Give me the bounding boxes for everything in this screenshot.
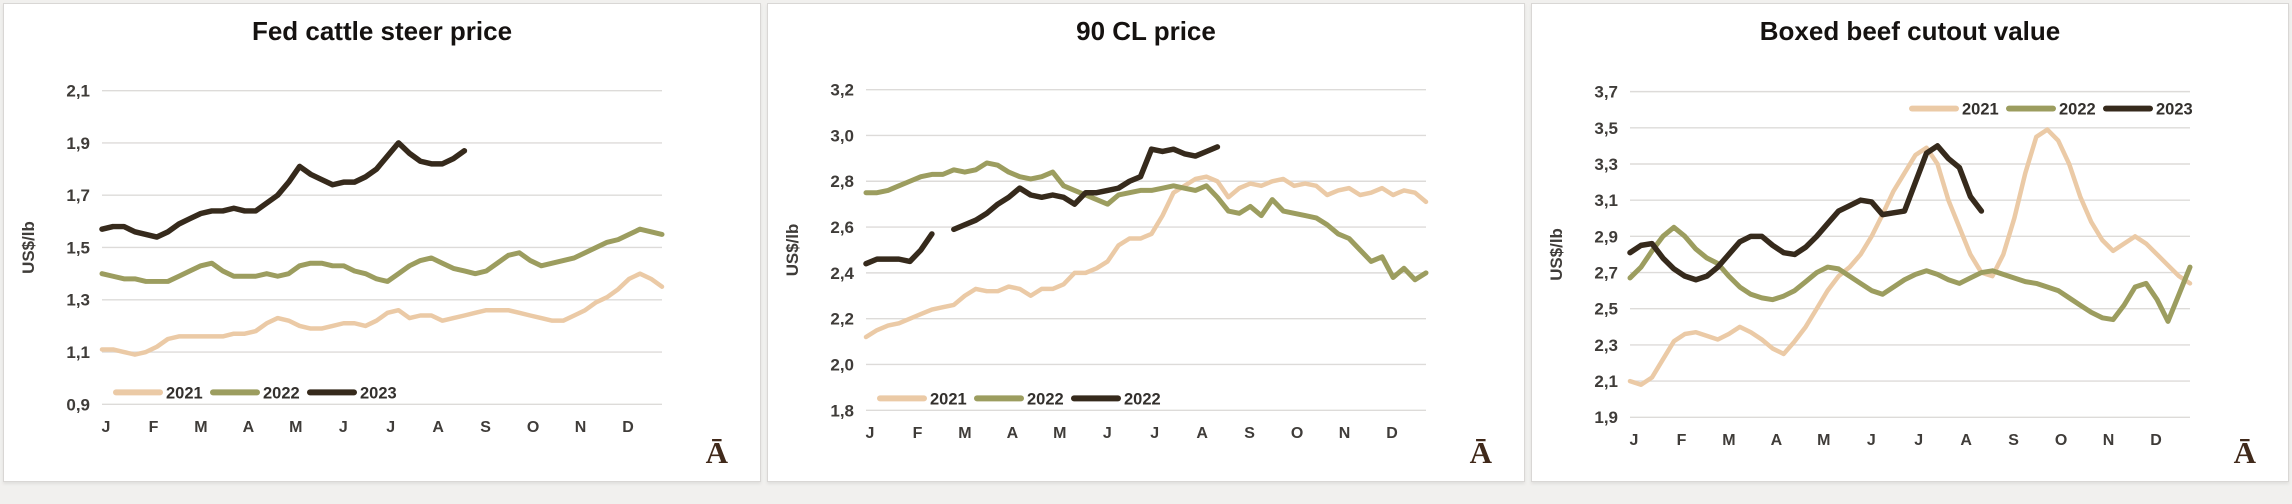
svg-text:N: N — [1339, 425, 1351, 442]
svg-text:J: J — [386, 419, 395, 436]
svg-text:3,3: 3,3 — [1594, 155, 1618, 174]
svg-text:3,2: 3,2 — [830, 81, 854, 100]
svg-text:J: J — [1103, 425, 1112, 442]
svg-text:1,5: 1,5 — [66, 238, 90, 257]
svg-text:M: M — [1722, 432, 1735, 449]
svg-text:3,1: 3,1 — [1594, 191, 1618, 210]
svg-text:M: M — [289, 419, 302, 436]
svg-text:2,4: 2,4 — [830, 264, 854, 283]
svg-text:2023: 2023 — [2156, 101, 2193, 119]
svg-text:M: M — [194, 419, 207, 436]
svg-text:J: J — [866, 425, 875, 442]
svg-text:D: D — [622, 419, 634, 436]
svg-text:N: N — [575, 419, 587, 436]
svg-text:US$/lb: US$/lb — [1547, 228, 1566, 281]
svg-text:1,9: 1,9 — [1594, 408, 1618, 427]
svg-text:S: S — [2008, 432, 2019, 449]
chart-title: Fed cattle steer price — [251, 16, 513, 46]
svg-text:1,1: 1,1 — [66, 343, 90, 362]
svg-text:J: J — [1867, 432, 1876, 449]
svg-text:2021: 2021 — [930, 390, 967, 408]
svg-text:F: F — [913, 425, 923, 442]
boxed-beef-cutout-value-chart-canvas: 3,7 3,5 3,3 3,1 2,9 2,7 2,5 2,3 2,1 1,9 US$/lb J F M A… — [1547, 83, 2193, 450]
svg-text:2,1: 2,1 — [66, 82, 90, 101]
svg-text:2021: 2021 — [166, 384, 203, 402]
svg-text:1,9: 1,9 — [66, 134, 90, 153]
chart-panel-fed-cattle-steer-price: Fed cattle steer price 2,1 1,9 1,7 1,5 1,3 1,… — [3, 3, 761, 482]
svg-text:J: J — [339, 419, 348, 436]
svg-text:1,8: 1,8 — [830, 401, 854, 420]
svg-text:F: F — [149, 419, 159, 436]
svg-text:J: J — [1630, 432, 1639, 449]
corner-a-macron-glyph: Ā — [1469, 435, 1492, 470]
svg-text:J: J — [1150, 425, 1159, 442]
svg-text:A: A — [1771, 432, 1783, 449]
svg-text:F: F — [1677, 432, 1687, 449]
corner-a-macron-glyph: Ā — [2233, 435, 2256, 470]
svg-text:A: A — [1960, 432, 1972, 449]
svg-text:M: M — [1817, 432, 1830, 449]
svg-text:A: A — [1007, 425, 1019, 442]
svg-text:2,2: 2,2 — [830, 310, 854, 329]
svg-text:N: N — [2103, 432, 2115, 449]
svg-text:2,7: 2,7 — [1594, 264, 1618, 283]
chart-title: Boxed beef cutout value — [1759, 16, 2061, 46]
chart-panel-boxed-beef-cutout-value: Boxed beef cutout value 3,7 3,5 3,3 3,1 2,9 2… — [1531, 3, 2289, 482]
svg-text:3,7: 3,7 — [1594, 83, 1618, 102]
svg-text:2022: 2022 — [263, 384, 300, 402]
svg-text:2,3: 2,3 — [1594, 336, 1618, 355]
svg-text:2022: 2022 — [1124, 390, 1161, 408]
svg-text:J: J — [1914, 432, 1923, 449]
svg-text:1,3: 1,3 — [66, 291, 90, 310]
fed-cattle-steer-price-chart-canvas: 2,1 1,9 1,7 1,5 1,3 1,1 0,9 US$/lb J F M A M J J A S O N D 2… — [19, 82, 665, 436]
svg-text:O: O — [527, 419, 539, 436]
svg-text:2022: 2022 — [2059, 101, 2096, 119]
svg-text:2,8: 2,8 — [830, 172, 854, 191]
svg-text:A: A — [1196, 425, 1208, 442]
svg-text:D: D — [1386, 425, 1398, 442]
svg-text:O: O — [1291, 425, 1303, 442]
svg-text:S: S — [480, 419, 491, 436]
svg-text:O: O — [2055, 432, 2067, 449]
svg-text:M: M — [1053, 425, 1066, 442]
svg-text:2,5: 2,5 — [1594, 300, 1618, 319]
svg-text:2023: 2023 — [360, 384, 397, 402]
svg-text:M: M — [958, 425, 971, 442]
svg-text:S: S — [1244, 425, 1255, 442]
svg-text:D: D — [2150, 432, 2162, 449]
svg-text:1,7: 1,7 — [66, 186, 90, 205]
svg-text:2,6: 2,6 — [830, 218, 854, 237]
svg-text:2,1: 2,1 — [1594, 372, 1618, 391]
svg-text:0,9: 0,9 — [66, 395, 90, 414]
svg-text:A: A — [432, 419, 444, 436]
svg-text:A: A — [243, 419, 255, 436]
svg-text:2,9: 2,9 — [1594, 227, 1618, 246]
svg-text:US$/lb: US$/lb — [19, 221, 38, 274]
svg-text:3,0: 3,0 — [830, 126, 854, 145]
svg-text:3,5: 3,5 — [1594, 119, 1618, 138]
svg-text:2021: 2021 — [1962, 101, 1999, 119]
90-cl-price-chart-canvas: 3,2 3,0 2,8 2,6 2,4 2,2 2,0 1,8 US$/lb J F M A M J J A S O… — [783, 81, 1429, 442]
svg-text:J: J — [102, 419, 111, 436]
corner-a-macron-glyph: Ā — [705, 435, 728, 470]
svg-text:2022: 2022 — [1027, 390, 1064, 408]
svg-text:2,0: 2,0 — [830, 355, 854, 374]
chart-panel-90-cl-price: 90 CL price 3,2 3,0 2,8 2,6 2,4 2,2 2,0 1,8 US$/… — [767, 3, 1525, 482]
svg-text:US$/lb: US$/lb — [783, 224, 802, 277]
chart-title: 90 CL price — [1076, 16, 1216, 46]
